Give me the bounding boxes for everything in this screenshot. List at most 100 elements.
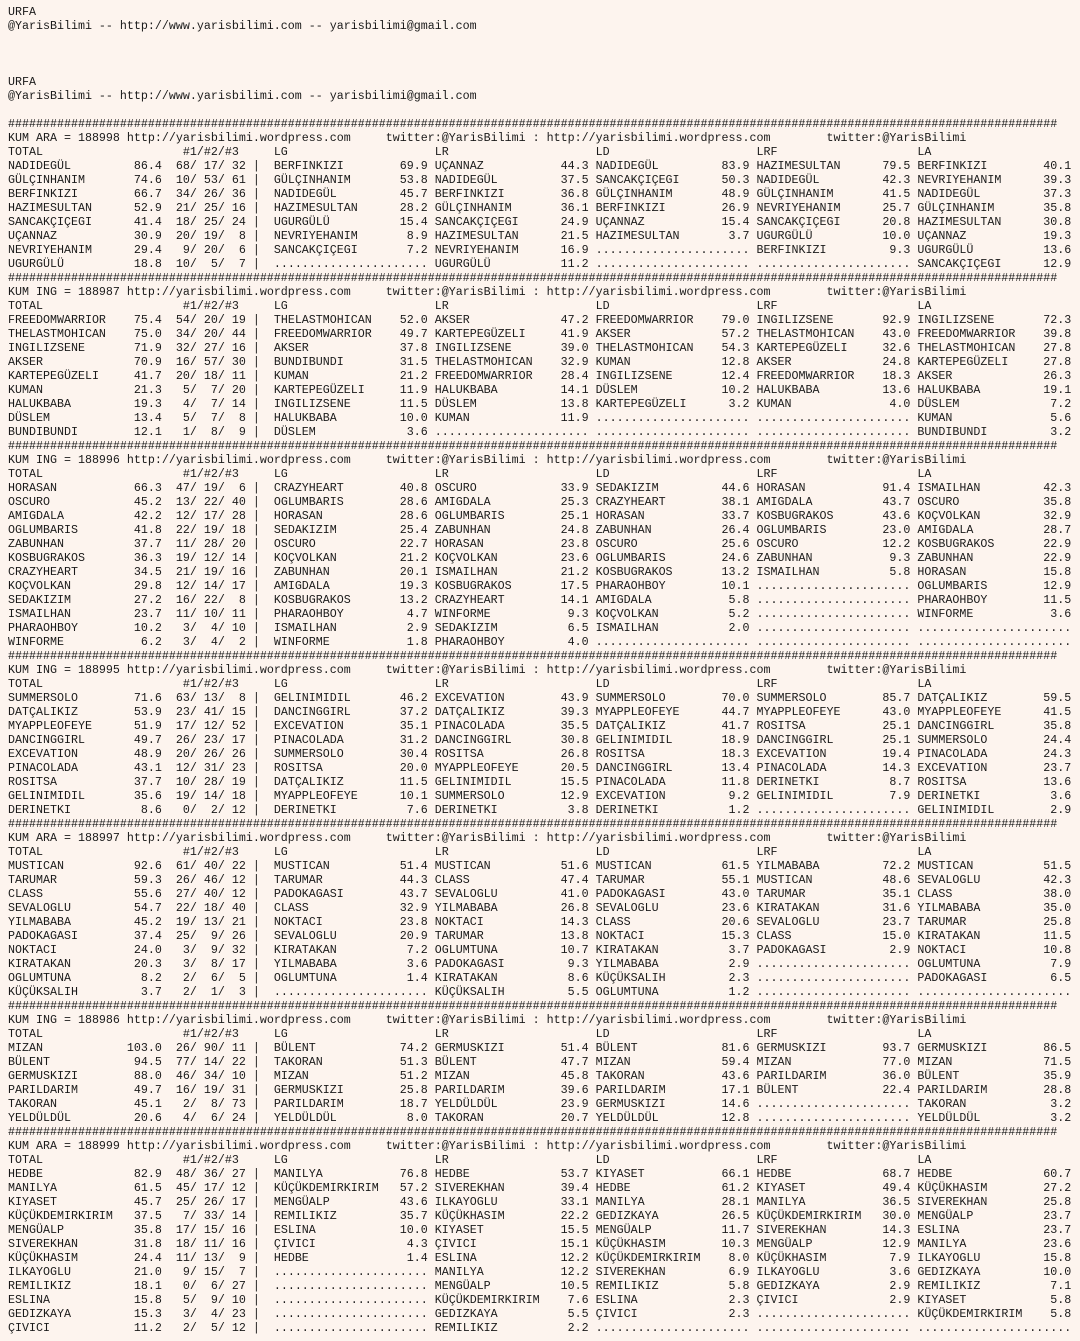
score-cell-lg: PHARAOHBOY 4.7 [273,607,435,621]
score-cell-lr: AMIGDALA 25.3 [434,495,596,509]
placings: 0/ 2/ 12 [161,803,246,817]
score-cell-lr: MIZAN 45.8 [434,1069,596,1083]
total-entry: DÜSLEM 13.4 [8,411,162,425]
total-entry: MENGÜALP 35.8 [8,1223,162,1237]
score-cell-lrf: ROSITSA 25.1 [756,719,918,733]
score-cell-lr: GELINIMIDIL 15.5 [434,775,596,789]
table-row: GÜLÇINHANIM 74.6 10/ 53/ 61 | GÜLÇINHANI… [8,173,1080,187]
placings: 13/ 22/ 40 [161,495,246,509]
column-divider: | [245,747,274,761]
column-header-row: TOTAL #1/#2/#3 LG LR LD LRF LA [8,467,1080,481]
score-cell-lr: PADOKAGASI 9.3 [434,957,596,971]
score-cell-ld: EXCEVATION 9.2 [595,789,757,803]
score-cell-la: OSCURO 35.8 [917,495,1072,509]
total-entry: ILKAYOGLU 21.0 [8,1265,162,1279]
score-cell-lr: GEDIZKAYA 5.5 [434,1307,596,1321]
score-cell-lrf: KIRATAKAN 31.6 [756,901,918,915]
total-entry: KÜÇÜKSALIH 3.7 [8,985,162,999]
column-divider: | [245,803,274,817]
score-cell-lr: KUMAN 11.9 [434,411,596,425]
separator-text: ########################################… [8,999,1058,1013]
score-cell-ld: DATÇALIKIZ 41.7 [595,719,757,733]
score-cell-lrf: ...................... [756,635,918,649]
score-cell-lrf: KOSBUGRAKOS 43.6 [756,509,918,523]
column-divider: | [245,943,274,957]
score-cell-ld: GERMUSKIZI 14.6 [595,1097,757,1111]
score-cell-lr: WINFORME 9.3 [434,607,596,621]
score-cell-lr: THELASTMOHICAN 32.9 [434,355,596,369]
score-cell-lr: INGILIZSENE 39.0 [434,341,596,355]
column-divider: | [245,495,274,509]
placings: 2/ 1/ 3 [161,985,246,999]
column-header-ld: LD [595,677,757,691]
score-cell-lr: ILKAYOGLU 33.1 [434,1195,596,1209]
placings: 3/ 4/ 10 [161,621,246,635]
score-cell-lr: DANCINGGIRL 30.8 [434,733,596,747]
score-cell-lr: TARUMAR 13.8 [434,929,596,943]
score-cell-lrf: PARILDARIM 36.0 [756,1069,918,1083]
score-cell-la: GELINIMIDIL 2.9 [917,803,1072,817]
column-divider: | [245,229,274,243]
total-entry: SUMMERSOLO 71.6 [8,691,162,705]
score-cell-ld: KOÇVOLKAN 5.2 [595,607,757,621]
score-cell-lr: HALUKBABA 14.1 [434,383,596,397]
total-entry: ISMAILHAN 23.7 [8,607,162,621]
score-cell-la: ...................... [917,621,1072,635]
placings: 17/ 15/ 16 [161,1223,246,1237]
score-cell-lg: OGLUMBARIS 28.6 [273,495,435,509]
table-row: PINACOLADA 43.1 12/ 31/ 23 | ROSITSA 20.… [8,761,1080,775]
column-header-picks: #1/#2/#3 [182,1027,274,1041]
column-header-lrf: LRF [756,677,918,691]
score-cell-lrf: ...................... [756,425,918,439]
score-cell-ld: SANCAKÇIÇEGI 50.3 [595,173,757,187]
score-cell-lr: NEVRIYEHANIM 16.9 [434,243,596,257]
column-header-total: TOTAL [8,145,183,159]
table-row: HAZIMESULTAN 52.9 21/ 25/ 16 | HAZIMESUL… [8,201,1080,215]
placings: 9/ 20/ 6 [161,243,246,257]
score-cell-lrf: AKSER 24.8 [756,355,918,369]
total-entry: PADOKAGASI 37.4 [8,929,162,943]
score-cell-la: KOÇVOLKAN 32.9 [917,509,1072,523]
score-cell-lr: CRAZYHEART 14.1 [434,593,596,607]
score-cell-ld: PINACOLADA 11.8 [595,775,757,789]
column-header-total: TOTAL [8,467,183,481]
total-entry: UGURGÜLÜ 18.8 [8,257,162,271]
score-cell-lg: ZABUNHAN 20.1 [273,565,435,579]
column-divider: | [245,1209,274,1223]
score-cell-la: YILMABABA 35.0 [917,901,1072,915]
score-cell-la: ESLINA 23.7 [917,1223,1072,1237]
score-cell-la: ILKAYOGLU 15.8 [917,1251,1072,1265]
score-cell-ld: REMILIKIZ 5.8 [595,1279,757,1293]
score-cell-lr: GERMUSKIZI 51.4 [434,1041,596,1055]
placings: 2/ 5/ 12 [161,1321,246,1335]
score-cell-lg: ...................... [273,1321,435,1335]
score-cell-lg: GELINIMIDIL 46.2 [273,691,435,705]
twitter-handle: twitter:@YarisBilimi [385,831,526,845]
score-cell-lr: MUSTICAN 51.6 [434,859,596,873]
score-cell-lrf: MANILYA 36.5 [756,1195,918,1209]
score-cell-la: PARILDARIM 28.8 [917,1083,1072,1097]
score-cell-lr: OGLUMTUNA 10.7 [434,943,596,957]
score-cell-ld: OGLUMBARIS 24.6 [595,551,757,565]
spacer [120,831,127,845]
placings: 5/ 9/ 10 [161,1293,246,1307]
score-cell-la: REMILIKIZ 7.1 [917,1279,1072,1293]
score-cell-ld: YILMABABA 2.9 [595,957,757,971]
score-cell-la: NADIDEGÜL 37.3 [917,187,1072,201]
score-cell-lr: UGURGÜLÜ 11.2 [434,257,596,271]
score-cell-lg: OGLUMTUNA 1.4 [273,971,435,985]
total-entry: SIVEREKHAN 31.8 [8,1237,162,1251]
score-cell-lr: SEVALOGLU 41.0 [434,887,596,901]
score-cell-lg: TAKORAN 51.3 [273,1055,435,1069]
twitter-handle: twitter:@YarisBilimi [826,131,967,145]
score-cell-lrf: INGILIZSENE 92.9 [756,313,918,327]
score-cell-la: GÜLÇINHANIM 35.8 [917,201,1072,215]
column-divider: | [245,201,274,215]
column-header-lg: LG [273,845,435,859]
spacer: : [525,131,547,145]
placings: 22/ 18/ 40 [161,901,246,915]
score-cell-lrf: SANCAKÇIÇEGI 20.8 [756,215,918,229]
score-cell-lr: SANCAKÇIÇEGI 24.9 [434,215,596,229]
table-row: TAKORAN 45.1 2/ 8/ 73 | PARILDARIM 18.7 … [8,1097,1080,1111]
score-cell-la: CLASS 38.0 [917,887,1072,901]
